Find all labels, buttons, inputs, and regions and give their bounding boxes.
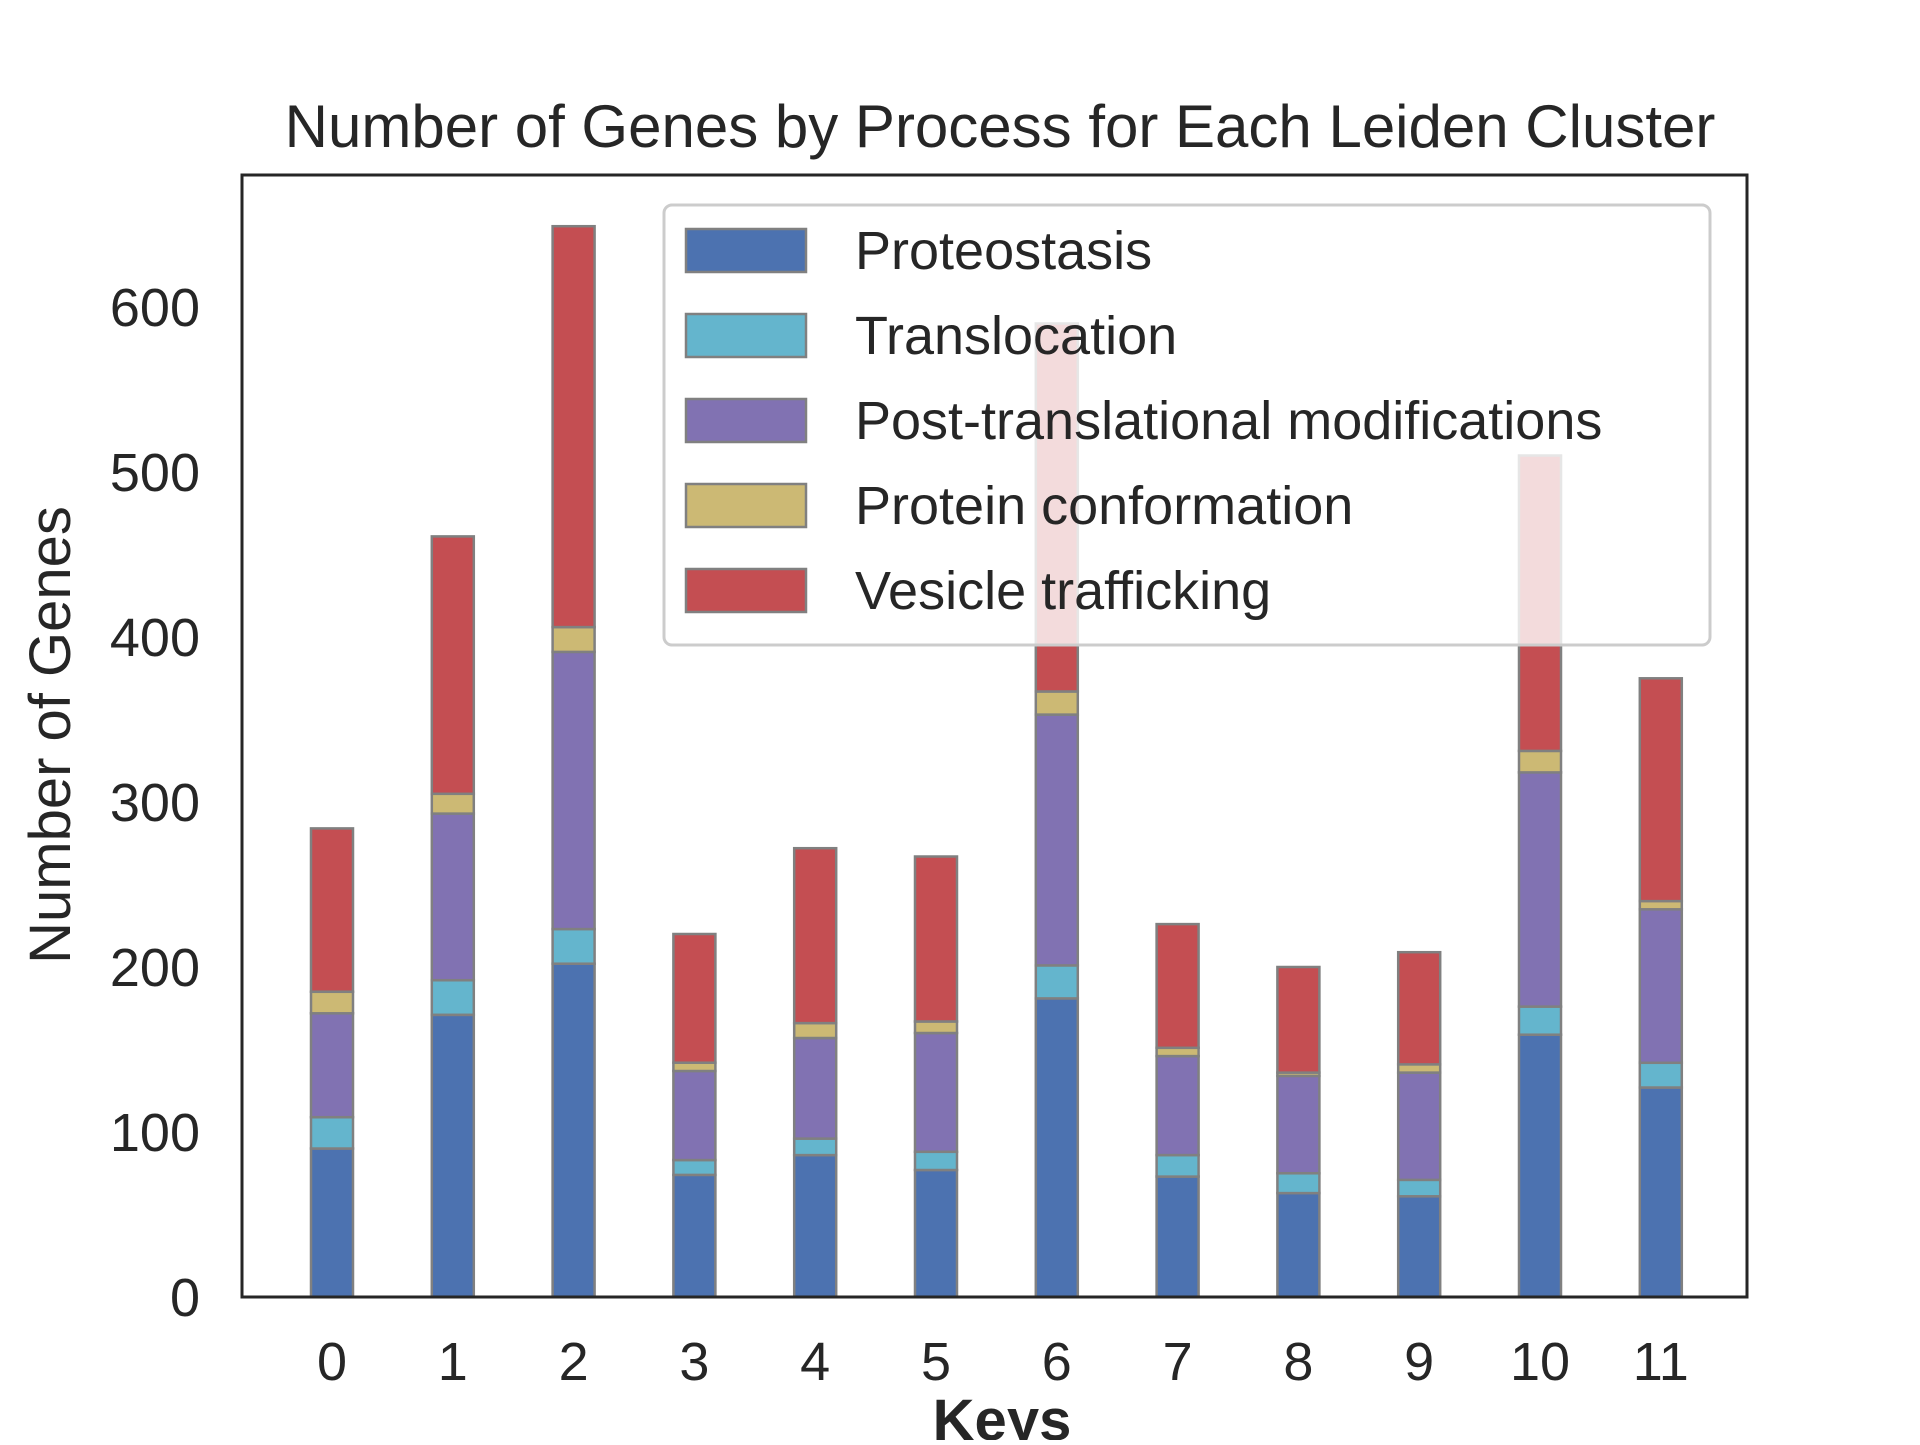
bar-segment-9-series-0 xyxy=(1396,1195,1442,1299)
y-tick-label: 400 xyxy=(110,608,200,668)
x-tick-label: 6 xyxy=(1042,1332,1072,1392)
x-tick-label: 3 xyxy=(679,1332,709,1392)
bar-segment-2-series-4 xyxy=(551,224,596,629)
bar-segment-0-series-4 xyxy=(309,827,355,993)
bar-segment-0-series-1 xyxy=(309,1115,355,1150)
bar-segment-7-series-1 xyxy=(1155,1153,1200,1178)
bar-segment-1-series-1 xyxy=(430,978,476,1017)
bar-segment-6-series-1 xyxy=(1034,964,1080,1000)
chart-title: Number of Genes by Process for Each Leid… xyxy=(285,93,1716,160)
bar-segment-6-series-0 xyxy=(1034,997,1080,1299)
bar-segment-5-series-1 xyxy=(913,1150,959,1172)
bar-segment-7-series-0 xyxy=(1155,1175,1200,1299)
x-tick-label: 8 xyxy=(1283,1332,1313,1392)
y-tick-label: 300 xyxy=(110,773,200,833)
bar-segment-3-series-0 xyxy=(672,1173,717,1299)
bar-segment-8-series-0 xyxy=(1276,1191,1321,1299)
x-tick-label: 9 xyxy=(1404,1332,1434,1392)
bar-segment-11-series-1 xyxy=(1638,1061,1684,1089)
bar-segment-8-series-2 xyxy=(1276,1074,1321,1175)
bar-segment-0-series-3 xyxy=(309,990,355,1015)
bar-segment-7-series-2 xyxy=(1155,1054,1200,1157)
bar-segment-2-series-2 xyxy=(551,650,596,931)
bar-segment-7-series-4 xyxy=(1155,922,1200,1050)
legend-swatch xyxy=(684,397,808,444)
bar-segment-6-series-2 xyxy=(1034,713,1080,967)
bar-segment-1-series-4 xyxy=(430,535,476,796)
y-tick-label: 600 xyxy=(110,278,200,338)
y-axis-label: Number of Genes xyxy=(18,506,83,964)
bar-segment-5-series-0 xyxy=(913,1168,959,1299)
bar-segment-11-series-4 xyxy=(1638,677,1684,903)
x-tick-label: 4 xyxy=(800,1332,830,1392)
legend-swatch xyxy=(684,482,808,529)
bar-segment-11-series-0 xyxy=(1638,1086,1684,1299)
bar-segment-8-series-4 xyxy=(1276,965,1321,1074)
bar-segment-3-series-1 xyxy=(672,1158,717,1177)
legend-label: Protein conformation xyxy=(855,476,1353,536)
x-tick-label: 5 xyxy=(921,1332,951,1392)
bar-segment-0-series-2 xyxy=(309,1011,355,1119)
legend: Proteostasis Translocation Post-translatio… xyxy=(662,203,1712,647)
legend-label: Vesicle trafficking xyxy=(855,561,1271,621)
bar-segment-4-series-1 xyxy=(792,1137,838,1157)
bar-segment-2-series-0 xyxy=(551,962,596,1299)
ticks-layer: 0 1 2 3 4 5 6 7 8 9 10 11 0 100 200 300 400 500 600 xyxy=(110,278,1689,1392)
bar-segment-9-series-4 xyxy=(1396,950,1442,1066)
plot-frame xyxy=(240,173,1749,1299)
bar-segment-10-series-2 xyxy=(1517,771,1563,1008)
bar-segment-10-series-3 xyxy=(1517,749,1563,774)
legend-swatch xyxy=(684,567,808,614)
bar-segment-0-series-0 xyxy=(309,1147,355,1299)
bar-segment-5-series-2 xyxy=(913,1031,959,1154)
y-tick-label: 100 xyxy=(110,1103,200,1163)
y-tick-label: 0 xyxy=(170,1268,200,1328)
legend-label: Translocation xyxy=(855,306,1177,366)
bar-segment-5-series-3 xyxy=(913,1020,959,1035)
bar-segment-8-series-1 xyxy=(1276,1172,1321,1195)
bar-segment-4-series-2 xyxy=(792,1036,838,1140)
x-tick-label: 7 xyxy=(1163,1332,1193,1392)
bar-segment-5-series-4 xyxy=(913,855,959,1023)
bar-segment-1-series-3 xyxy=(430,792,476,815)
bar-segment-2-series-3 xyxy=(551,625,596,654)
bar-segment-10-series-1 xyxy=(1517,1005,1563,1036)
legend-swatch xyxy=(684,312,808,359)
bar-segment-4-series-0 xyxy=(792,1153,838,1299)
x-tick-label: 10 xyxy=(1510,1332,1570,1392)
bar-segment-9-series-2 xyxy=(1396,1071,1442,1182)
legend-label: Post-translational modifications xyxy=(855,391,1602,451)
legend-box xyxy=(662,203,1712,647)
x-tick-label: 2 xyxy=(559,1332,589,1392)
bar-segment-2-series-1 xyxy=(551,927,596,965)
bar-segment-4-series-4 xyxy=(792,846,838,1025)
x-tick-label: 0 xyxy=(317,1332,347,1392)
y-tick-label: 200 xyxy=(110,938,200,998)
x-tick-label: 1 xyxy=(438,1332,468,1392)
y-tick-label: 500 xyxy=(110,443,200,503)
bars-layer xyxy=(309,224,1684,1299)
x-axis-label: Keys xyxy=(933,1388,1072,1440)
legend-swatch xyxy=(684,227,808,274)
bar-segment-9-series-1 xyxy=(1396,1178,1442,1198)
x-tick-label: 11 xyxy=(1633,1332,1689,1392)
bar-segment-3-series-4 xyxy=(672,932,717,1064)
bar-segment-11-series-2 xyxy=(1638,908,1684,1065)
bar-segment-1-series-2 xyxy=(430,812,476,982)
bar-segment-1-series-0 xyxy=(430,1013,476,1299)
legend-label: Proteostasis xyxy=(855,221,1152,281)
bar-segment-10-series-0 xyxy=(1517,1033,1563,1299)
bar-segment-4-series-3 xyxy=(792,1021,838,1040)
bar-segment-3-series-2 xyxy=(672,1069,717,1162)
bar-segment-6-series-3 xyxy=(1034,690,1080,716)
